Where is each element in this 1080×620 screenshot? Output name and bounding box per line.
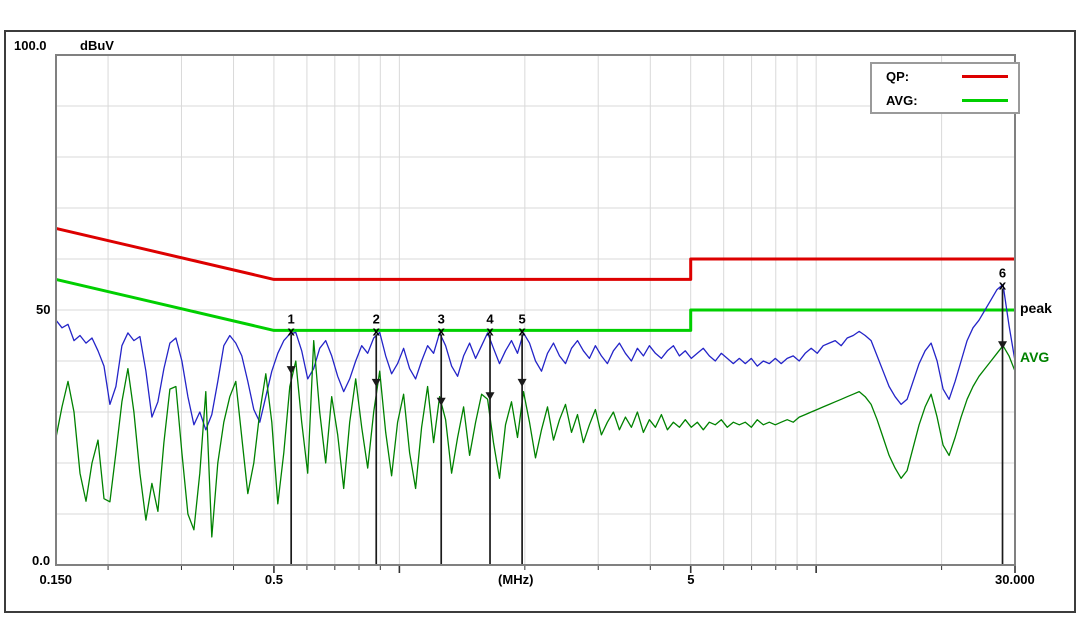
marker-x-icon: x (438, 323, 446, 338)
peak-trace-label: peak (1020, 299, 1052, 316)
x-tick-label: 0.5 (264, 572, 283, 587)
marker-arrow-icon (517, 378, 527, 387)
legend-row-avg: AVG: (872, 88, 1018, 112)
marker-number: 2 (373, 311, 380, 326)
marker-3: x3 (436, 311, 446, 565)
y-tick-label: 0.0 (32, 553, 51, 568)
marker-number: 3 (438, 311, 445, 326)
marker-5: x5 (517, 311, 527, 565)
marker-number: 5 (518, 311, 525, 326)
marker-arrow-icon (371, 378, 381, 387)
marker-number: 6 (999, 266, 1006, 281)
marker-arrow-icon (485, 392, 495, 401)
x-tick-label: 0.150 (39, 572, 73, 587)
marker-number: 4 (486, 311, 494, 326)
marker-x-icon: x (486, 323, 494, 338)
marker-x-icon: x (518, 323, 526, 338)
peak-trace (55, 283, 1016, 431)
legend-avg-line-sample (962, 98, 1008, 102)
y-axis-unit-label: dBuV (80, 38, 114, 53)
marker-x-icon: x (373, 323, 381, 338)
avg-trace (55, 339, 1016, 538)
marker-x-icon: x (999, 278, 1007, 293)
x-tick-label: 5 (687, 572, 695, 587)
plot-border (55, 54, 1016, 566)
legend-qp-line-sample (962, 74, 1008, 78)
marker-2: x2 (371, 311, 381, 565)
marker-arrow-icon (286, 366, 296, 375)
marker-6: x6 (998, 266, 1008, 565)
legend-row-qp: QP: (872, 64, 1018, 88)
x-tick-label: 30.000 (995, 572, 1035, 587)
legend-qp-label: QP: (886, 68, 910, 84)
marker-number: 1 (288, 311, 295, 326)
x-tick-label: (MHz) (498, 572, 534, 587)
marker-arrow-icon (998, 341, 1008, 350)
marker-arrow-icon (436, 397, 446, 406)
y-tick-label: 50 (36, 302, 51, 317)
legend-avg-label: AVG: (886, 92, 918, 108)
marker-1: x1 (286, 311, 296, 565)
marker-x-icon: x (288, 323, 296, 338)
qp-limit-line (55, 226, 1015, 281)
y-axis-max-label: 100.0 (14, 38, 47, 53)
avg-limit-line (55, 277, 1015, 332)
marker-4: x4 (485, 311, 495, 565)
limit-legend: QP: AVG: (870, 62, 1020, 114)
avg-trace-label: AVG (1020, 348, 1050, 365)
